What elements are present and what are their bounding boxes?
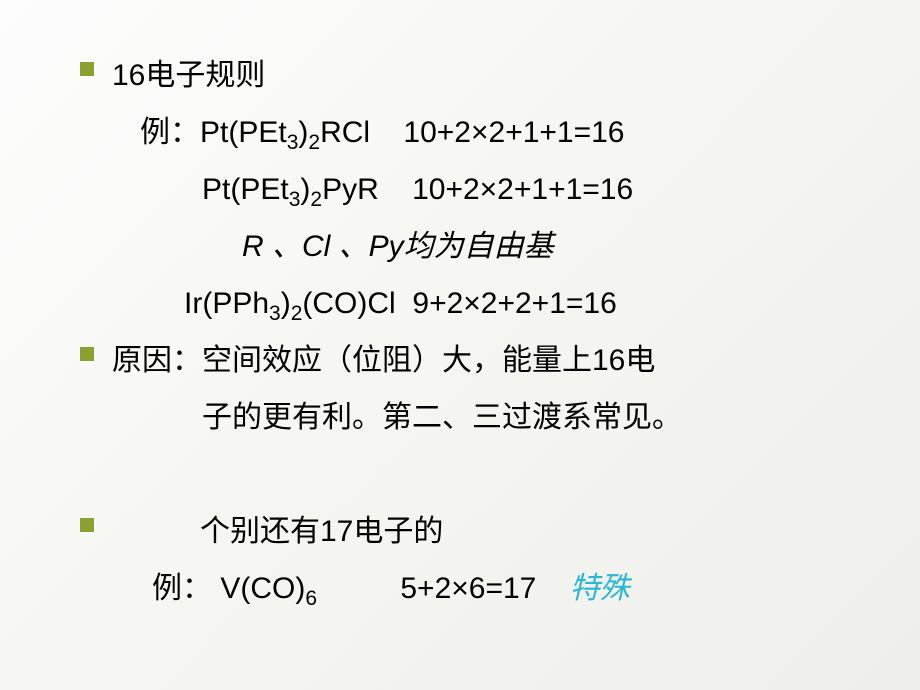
slide-line: 子的更有利。第二、三过渡系常见。 [80, 392, 860, 443]
text-span: Pt(PEt [202, 173, 289, 206]
slide-line: 例： V(CO)6 5+2×6=17 特殊 [80, 563, 860, 614]
text-span [112, 458, 120, 491]
slide-line: 例：Pt(PEt3)2RCl 10+2×2+1+1=16 [80, 107, 860, 158]
subscript: 2 [308, 131, 320, 154]
text-span: 例： V(CO) [152, 572, 305, 605]
slide-line: 个别还有17电子的 [80, 506, 860, 557]
line-text: 例：Pt(PEt3)2RCl 10+2×2+1+1=16 [112, 107, 625, 158]
text-span: 特殊 [570, 572, 630, 605]
slide-line: Ir(PPh3)2(CO)Cl 9+2×2+2+1=16 [80, 278, 860, 329]
subscript: 2 [310, 188, 322, 211]
slide-line: 16电子规则 [80, 50, 860, 101]
line-text: R 、Cl 、Py均为自由基 [112, 221, 554, 272]
text-span: (CO)Cl 9+2×2+2+1=16 [302, 287, 616, 320]
subscript: 3 [269, 302, 281, 325]
subscript: 3 [289, 188, 301, 211]
text-span: 原因：空间效应（位阻）大，能量上16电 [112, 344, 655, 377]
slide-line: R 、Cl 、Py均为自由基 [80, 221, 860, 272]
text-span: 个别还有17电子的 [200, 515, 443, 548]
bullet-icon [80, 347, 94, 361]
text-span: 16电子规则 [112, 59, 265, 92]
text-span: ) [300, 173, 310, 206]
slide-line: 原因：空间效应（位阻）大，能量上16电 [80, 335, 860, 386]
text-span: R 、Cl 、Py均为自由基 [242, 230, 554, 263]
slide-content: 16电子规则例：Pt(PEt3)2RCl 10+2×2+1+1=16Pt(PEt… [80, 50, 860, 614]
line-text: 16电子规则 [112, 50, 265, 101]
line-text: Ir(PPh3)2(CO)Cl 9+2×2+2+1=16 [112, 278, 617, 329]
line-text: 子的更有利。第二、三过渡系常见。 [112, 392, 682, 443]
line-text: 原因：空间效应（位阻）大，能量上16电 [112, 335, 655, 386]
bullet-icon [80, 62, 94, 76]
slide-line: Pt(PEt3)2PyR 10+2×2+1+1=16 [80, 164, 860, 215]
text-span: PyR 10+2×2+1+1=16 [322, 173, 633, 206]
line-text: 个别还有17电子的 [112, 506, 443, 557]
subscript: 3 [287, 131, 299, 154]
text-span: ) [281, 287, 291, 320]
text-span: ) [298, 116, 308, 149]
subscript: 6 [305, 587, 317, 610]
line-text [112, 449, 120, 500]
subscript: 2 [291, 302, 303, 325]
text-span: 例：Pt(PEt [140, 116, 287, 149]
text-span: 子的更有利。第二、三过渡系常见。 [202, 401, 682, 434]
text-span: Ir(PPh [184, 287, 269, 320]
slide-line [80, 449, 860, 500]
line-text: 例： V(CO)6 5+2×6=17 特殊 [112, 563, 630, 614]
bullet-icon [80, 518, 94, 532]
text-span: RCl 10+2×2+1+1=16 [320, 116, 624, 149]
text-span: 5+2×6=17 [317, 572, 570, 605]
line-text: Pt(PEt3)2PyR 10+2×2+1+1=16 [112, 164, 633, 215]
